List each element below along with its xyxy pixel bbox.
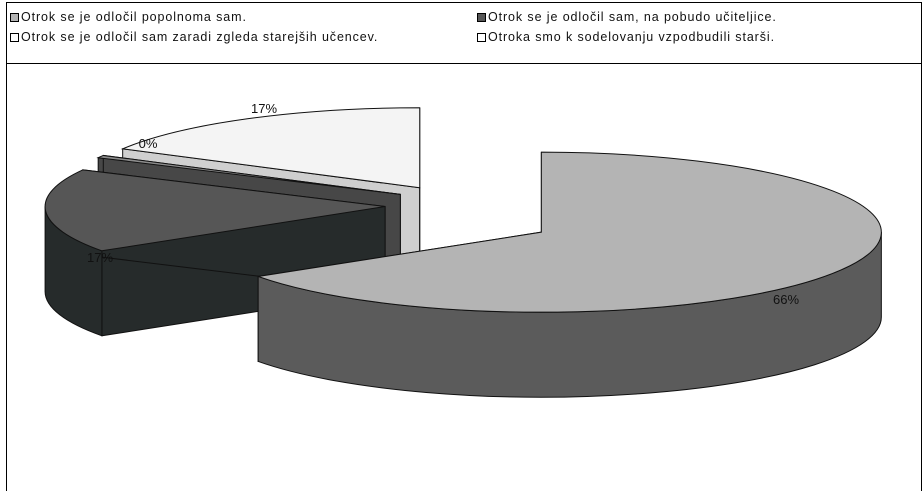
data-label-1: 66%	[773, 292, 799, 307]
legend-label-4: Otroka smo k sodelovanju vzpodbudili sta…	[488, 30, 775, 44]
legend-label-1: Otrok se je odločil popolnoma sam.	[21, 10, 247, 24]
legend: Otrok se je odločil popolnoma sam. Otrok…	[7, 3, 921, 64]
legend-item-2: Otrok se je odločil sam, na pobudo učite…	[477, 9, 777, 25]
legend-item-3: Otrok se je odločil sam zaradi zgleda st…	[10, 29, 378, 45]
legend-label-2: Otrok se je odločil sam, na pobudo učite…	[488, 10, 777, 24]
slice-2-top	[44, 169, 386, 252]
slice-3-top	[96, 154, 401, 195]
pie-slice-1	[257, 151, 882, 398]
data-label-2: 17%	[87, 250, 113, 265]
legend-swatch-1	[10, 13, 19, 22]
legend-swatch-2	[477, 13, 486, 22]
pie-slice-2	[44, 169, 386, 337]
data-label-3: 0%	[139, 136, 158, 151]
slice-1-top	[258, 151, 882, 313]
slice-4-top	[120, 107, 421, 189]
data-label-4: 17%	[251, 101, 277, 116]
legend-swatch-4	[477, 33, 486, 42]
legend-swatch-3	[10, 33, 19, 42]
legend-label-3: Otrok se je odločil sam zaradi zgleda st…	[21, 30, 379, 44]
legend-item-1: Otrok se je odločil popolnoma sam.	[10, 9, 247, 25]
legend-item-4: Otroka smo k sodelovanju vzpodbudili sta…	[477, 29, 775, 45]
